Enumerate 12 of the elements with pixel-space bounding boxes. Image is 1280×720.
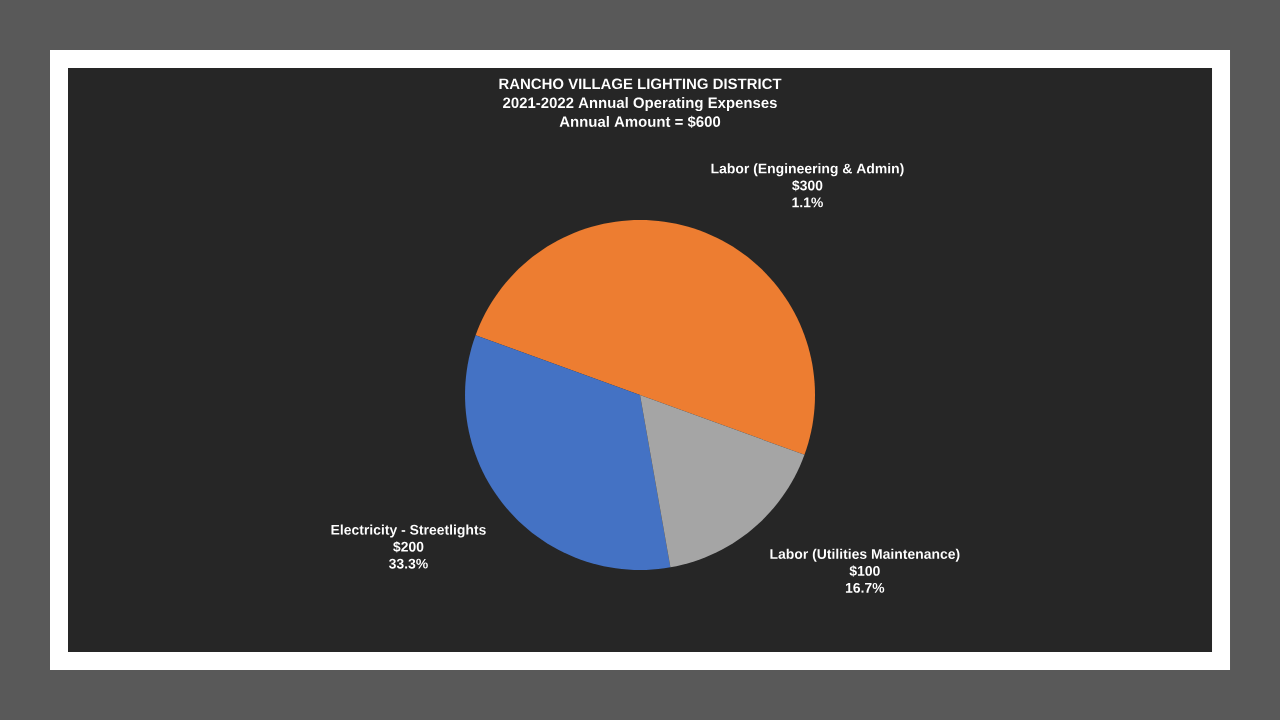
data-label: $200: [393, 541, 424, 553]
text: 33.3%: [388, 558, 428, 569]
text: 1.1%: [792, 197, 823, 208]
chart-title: RANCHO VILLAGE LIGHTING DISTRICT: [499, 78, 782, 90]
slice-label: Labor (Utilities Maintenance): [770, 548, 960, 562]
data-label: $300: [792, 179, 823, 192]
chart-subtitle: 2021-2022 Annual Operating Expenses: [503, 97, 777, 112]
data-label: $100: [849, 565, 880, 577]
slice-label: Electricity - Streetlights: [331, 524, 486, 538]
slice-label: Labor (Engineering & Admin): [711, 163, 904, 177]
text: 16.7%: [845, 582, 885, 593]
text: Annual Amount = $600: [559, 115, 721, 128]
